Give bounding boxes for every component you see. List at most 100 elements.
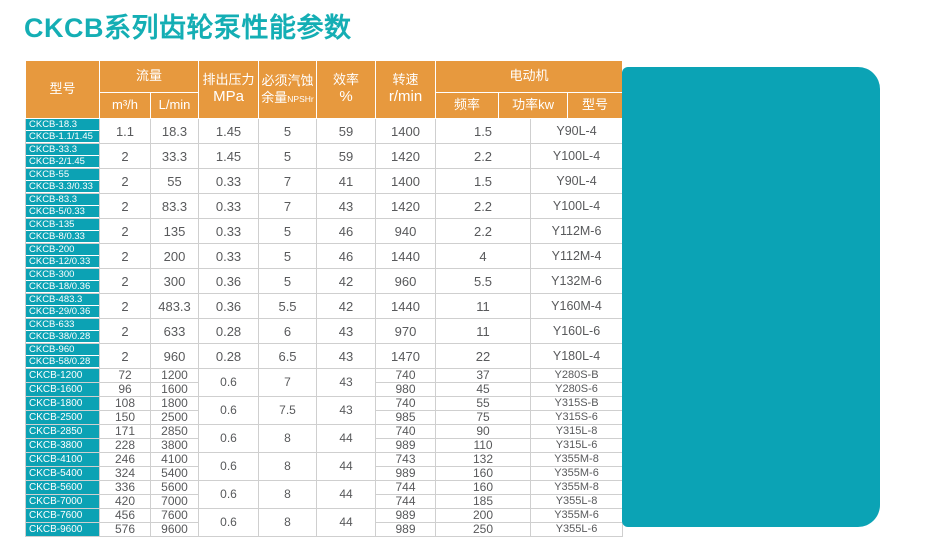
flow-m3h-cell: 2 [99,193,151,219]
pump-model-label: CKCB-1200 [26,369,99,382]
header-line: 排出压力 [202,72,255,87]
motor-model-cell: Y355L-6 [530,522,624,537]
efficiency-cell: 44 [316,508,377,537]
npsh-cell: 5 [258,143,318,169]
flow-lmin-cell: 7000 [149,494,200,509]
speed-cell: 740 [375,368,437,383]
pump-model-label: CKCB-4100 [26,453,99,466]
table-body: CKCB-18.3 CKCB-1.1/1.45 1.1 18.3 1.45 5 59 1400… [25,118,624,537]
table-row: CKCB-4100 246 4100 0.6 8 44 743 132 Y355M-8 [25,452,624,481]
speed-cell: 985 [375,410,437,425]
motor-model-cell: Y112M-4 [530,243,624,269]
pressure-cell: 0.6 [198,368,260,397]
motor-model-cell: Y90L-4 [530,118,624,144]
efficiency-cell: 44 [316,480,377,509]
header-line: % [339,88,353,106]
flow-lmin-cell: 7600 [149,508,200,523]
pressure-cell: 0.6 [198,452,260,481]
efficiency-cell: 59 [316,143,377,169]
pressure-cell: 0.33 [198,218,260,244]
pump-model-label: CKCB-18/0.36 [26,281,99,292]
pump-model-label: CKCB-2500 [26,411,99,424]
pump-model-cell: CKCB-1200 [25,368,100,383]
npsh-label: 余量 [261,89,288,105]
speed-cell: 989 [375,466,437,481]
motor-model-cell: Y355M-8 [530,480,624,495]
pump-model-label: CKCB-83.3 [26,194,99,206]
flow-m3h-cell: 246 [99,452,151,467]
npsh-unit-label: NPSHr [287,93,314,104]
pump-model-cell: CKCB-7000 [25,494,100,509]
flow-m3h-cell: 324 [99,466,151,481]
speed-cell: 744 [375,494,437,509]
motor-model-cell: Y160M-4 [530,293,624,319]
pump-model-label: CKCB-633 [26,319,99,331]
pump-model-label: CKCB-1600 [26,383,99,396]
npsh-cell: 7 [258,168,318,194]
flow-m3h-cell: 2 [99,343,151,369]
flow-lmin-cell: 135 [149,218,200,244]
pump-model-label: CKCB-29/0.36 [26,306,99,317]
flow-lmin-cell: 55 [149,168,200,194]
motor-model-cell: Y315S-6 [530,410,624,425]
table-row: CKCB-9600 576 9600 989 250 Y355L-6 [25,522,624,537]
col-header-flow-m3h: m³/h [99,92,151,119]
speed-cell: 740 [375,424,437,439]
pump-model-label: CKCB-960 [26,344,99,356]
motor-model-cell: Y280S-B [530,368,624,383]
table-row: CKCB-55 CKCB-3.3/0.33 2 55 0.33 7 41 1400 1.5 Y90… [25,168,624,194]
efficiency-cell: 43 [316,368,377,397]
efficiency-cell: 42 [316,268,377,294]
table-row: CKCB-5600 336 5600 0.6 8 44 744 160 Y355M-8 [25,480,624,509]
motor-model-cell: Y180L-4 [530,343,624,369]
pump-model-cell: CKCB-1600 [25,382,100,397]
flow-lmin-cell: 83.3 [149,193,200,219]
pump-model-label: CKCB-5/0.33 [26,206,99,217]
npsh-cell: 5 [258,243,318,269]
pump-model-cell: CKCB-2500 [25,410,100,425]
speed-cell: 1470 [375,343,437,369]
flow-m3h-cell: 456 [99,508,151,523]
pump-model-label: CKCB-7600 [26,509,99,522]
table-row: CKCB-135 CKCB-8/0.33 2 135 0.33 5 46 940 2.2 Y112… [25,218,624,244]
flow-lmin-cell: 1200 [149,368,200,383]
flow-lmin-cell: 2500 [149,410,200,425]
efficiency-cell: 43 [316,343,377,369]
pump-model-label: CKCB-55 [26,169,99,181]
motor-model-cell: Y315L-8 [530,424,624,439]
efficiency-cell: 43 [316,193,377,219]
speed-cell: 970 [375,318,437,344]
pump-model-cell: CKCB-633 CKCB-38/0.28 [25,318,100,344]
efficiency-cell: 42 [316,293,377,319]
pump-model-label: CKCB-18.3 [26,119,99,131]
pump-model-label: CKCB-12/0.33 [26,256,99,267]
pump-model-cell: CKCB-2850 [25,424,100,439]
motor-model-cell: Y355M-6 [530,466,624,481]
motor-power-cell: 4 [435,243,532,269]
motor-model-cell: Y355M-8 [530,452,624,467]
pump-model-label: CKCB-300 [26,269,99,281]
pump-model-label: CKCB-9600 [26,523,99,536]
table-row: CKCB-200 CKCB-12/0.33 2 200 0.33 5 46 1440 4 Y112… [25,243,624,269]
pump-model-cell: CKCB-7600 [25,508,100,523]
npsh-cell: 8 [258,424,318,453]
motor-power-cell: 22 [435,343,532,369]
flow-m3h-cell: 2 [99,268,151,294]
flow-m3h-cell: 420 [99,494,151,509]
flow-m3h-cell: 2 [99,243,151,269]
npsh-cell: 8 [258,452,318,481]
pump-model-cell: CKCB-960 CKCB-58/0.28 [25,343,100,369]
efficiency-cell: 59 [316,118,377,144]
flow-m3h-cell: 1.1 [99,118,151,144]
motor-model-cell: Y315L-6 [530,438,624,453]
pressure-cell: 0.33 [198,193,260,219]
pump-model-cell: CKCB-200 CKCB-12/0.33 [25,243,100,269]
header-line: 余量NPSHr [259,90,316,106]
motor-model-cell: Y355L-8 [530,494,624,509]
motor-model-cell: Y132M-6 [530,268,624,294]
speed-cell: 744 [375,480,437,495]
motor-power-cell: 45 [435,382,532,397]
pump-model-label: CKCB-135 [26,219,99,231]
flow-m3h-cell: 576 [99,522,151,537]
